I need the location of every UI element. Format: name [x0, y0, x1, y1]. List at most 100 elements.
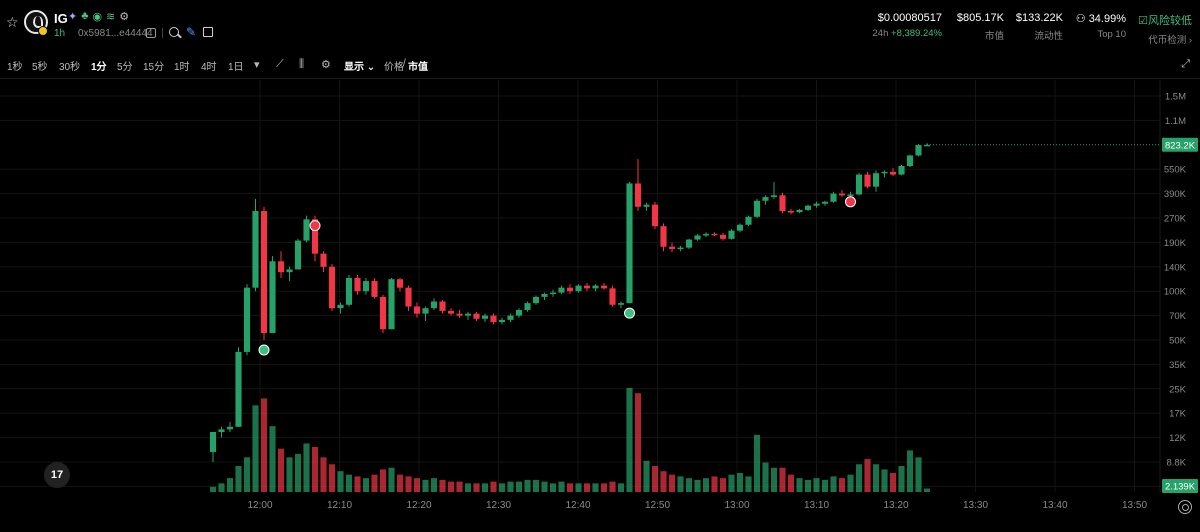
candle-body — [260, 211, 268, 334]
interval-30s[interactable]: 30秒 — [59, 62, 81, 73]
candle-body — [286, 269, 293, 273]
interval-1h[interactable]: 1时 — [174, 62, 190, 73]
tradingview-logo[interactable]: 17 — [44, 462, 70, 488]
volume-bar — [592, 483, 599, 492]
change-value: +8,389.24% — [891, 28, 942, 39]
x-tick-label: 12:40 — [565, 500, 590, 511]
interval-5m[interactable]: 5分 — [117, 62, 133, 73]
holders-label: Top 10 — [1097, 29, 1126, 40]
market-cap-label: 市值 — [984, 31, 1004, 42]
volume-bar — [286, 457, 293, 492]
candle-body — [770, 195, 778, 198]
volume-bar — [464, 483, 472, 492]
pair-age: 1h — [54, 28, 66, 39]
candle-body — [218, 429, 225, 432]
candle-body — [762, 197, 769, 201]
risk-check-link[interactable]: 代币检测 › — [1148, 35, 1192, 46]
chevron-down-icon[interactable]: ▾ — [254, 59, 260, 71]
candle-body — [643, 204, 650, 207]
candle-body — [719, 234, 727, 239]
volume-bar — [906, 450, 914, 492]
x-tick-label: 12:10 — [327, 500, 352, 511]
feather-icon[interactable]: ✎ — [186, 25, 197, 39]
volume-bar — [651, 466, 659, 492]
candle-body — [566, 287, 574, 292]
mode-price[interactable]: 价格 — [384, 62, 404, 73]
volume-bar — [422, 479, 429, 492]
interval-15m[interactable]: 15分 — [143, 62, 165, 73]
volume-bar — [838, 478, 846, 492]
gear-icon[interactable] — [1178, 500, 1192, 514]
interval-4h[interactable]: 4时 — [201, 62, 217, 73]
volume-bar — [804, 479, 812, 492]
indicator-icon[interactable]: ⟋ — [276, 58, 284, 70]
y-tick-label: 1.5M — [1165, 92, 1186, 103]
copy-icon[interactable] — [146, 28, 156, 38]
volume-bar — [881, 469, 888, 492]
share-icon[interactable] — [203, 27, 213, 37]
display-menu[interactable]: 显示 ⌄ — [344, 58, 375, 73]
volume-bar — [549, 483, 557, 492]
y-tick-label: 50K — [1169, 336, 1187, 347]
interval-1d[interactable]: 1日 — [228, 62, 244, 73]
star-icon[interactable]: ☆ — [6, 14, 19, 30]
price-chart[interactable]: 12:00 12:10 12:20 12:30 12:40 12:50 13:00 13:10… — [0, 80, 1200, 532]
x-tick-label: 12:30 — [486, 500, 511, 511]
market-cap-stat: $805.17K 市值 — [957, 12, 1004, 42]
volume-bar — [235, 466, 242, 492]
liquidity-label: 流动性 — [1034, 31, 1063, 42]
mode-market-cap[interactable]: 市值 — [408, 62, 428, 73]
candle-body — [677, 247, 684, 250]
candle-body — [337, 304, 344, 309]
candle-body — [609, 288, 616, 305]
volume-bar — [711, 476, 718, 492]
volume-bar — [456, 481, 463, 492]
volume-bar — [634, 393, 642, 492]
holders-stat[interactable]: ⚇ 34.99% Top 10 — [1076, 12, 1126, 40]
chart-settings-icon[interactable]: ⚙ — [321, 59, 331, 71]
volume-bar — [303, 443, 310, 492]
candle-body — [583, 285, 591, 289]
volume-bar — [345, 474, 353, 492]
volume-bar — [702, 478, 710, 492]
candle-body — [821, 201, 829, 204]
candle-body — [898, 165, 905, 175]
y-tick-label: 390K — [1164, 189, 1187, 200]
candle-body — [592, 285, 599, 289]
candle-body — [855, 174, 863, 195]
candle-body — [864, 174, 871, 187]
candle-body — [685, 239, 693, 248]
candle-body — [889, 171, 897, 175]
risk-stat[interactable]: ☑风险较低 代币检测 › — [1138, 12, 1192, 46]
search-icon[interactable] — [169, 27, 179, 37]
candle-body — [779, 195, 786, 212]
candle-body — [345, 277, 353, 305]
expand-icon[interactable]: ⤢ — [1181, 58, 1190, 70]
y-tick-label: 70K — [1169, 311, 1187, 322]
volume-bar — [736, 472, 744, 492]
volume-bar — [294, 453, 302, 492]
candle-body — [838, 193, 846, 196]
volume-bar — [923, 488, 931, 492]
volume-bar — [362, 478, 370, 492]
candle-body — [872, 173, 880, 187]
candle-body — [413, 306, 421, 314]
y-tick-label: 270K — [1164, 214, 1187, 225]
volume-bar — [864, 459, 871, 492]
interval-1s[interactable]: 1秒 — [7, 62, 23, 73]
candle-style-icon[interactable]: ⫼ — [299, 58, 305, 70]
volume-bar — [541, 481, 548, 492]
volume-bar — [498, 483, 506, 492]
candle-body — [294, 240, 302, 270]
candle-body — [447, 310, 455, 314]
divider — [0, 78, 1200, 79]
volume-bar — [405, 476, 412, 492]
candle-body — [549, 292, 557, 295]
y-tick-label: 12K — [1169, 433, 1187, 444]
volume-bar — [626, 388, 633, 492]
x-tick-label: 13:20 — [883, 500, 908, 511]
interval-1m[interactable]: 1分 — [91, 62, 107, 73]
interval-5s[interactable]: 5秒 — [32, 62, 48, 73]
candle-body — [405, 287, 412, 307]
volume-bar — [728, 474, 735, 492]
